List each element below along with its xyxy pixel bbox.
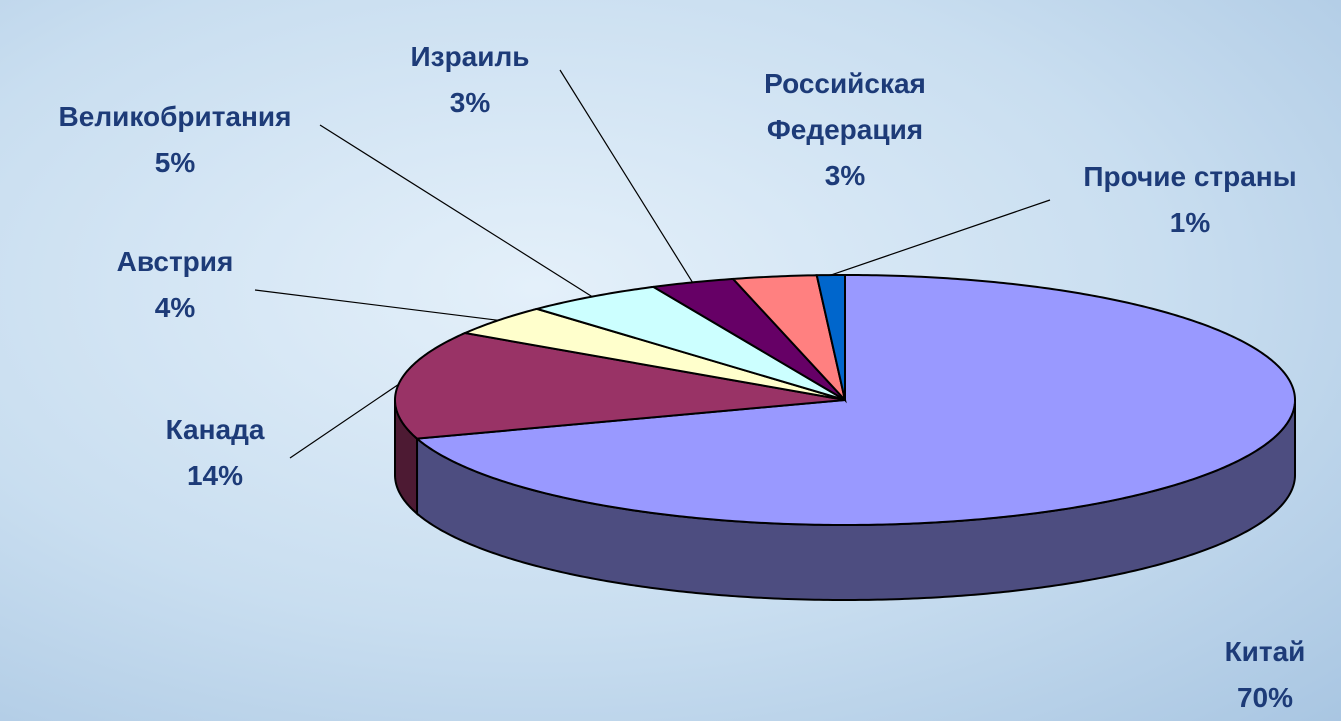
category-label: Китай bbox=[1224, 636, 1306, 667]
category-label: Израиль bbox=[410, 41, 530, 72]
slice-label: Израиль 3% bbox=[370, 34, 570, 126]
slice-label: Китай 70% bbox=[1165, 629, 1341, 721]
slice bbox=[650, 277, 846, 401]
slice-label: Прочие страны 1% bbox=[1020, 154, 1341, 246]
value-label: 1% bbox=[1169, 207, 1211, 238]
leader-line bbox=[559, 69, 694, 283]
leader-line bbox=[289, 383, 399, 459]
value-label: 4% bbox=[154, 292, 196, 323]
slice bbox=[414, 273, 1297, 527]
category-label: Великобритания bbox=[58, 101, 292, 132]
slice bbox=[815, 273, 846, 401]
leader-line bbox=[830, 199, 1051, 276]
value-label: 3% bbox=[824, 160, 866, 191]
value-label: 70% bbox=[1236, 682, 1294, 713]
slice bbox=[533, 285, 846, 401]
slice-label: Канада 14% bbox=[115, 407, 315, 499]
category-label: Прочие страны bbox=[1083, 161, 1297, 192]
leader-line bbox=[254, 289, 499, 321]
value-label: 14% bbox=[186, 460, 244, 491]
slice-label: Российская Федерация 3% bbox=[735, 61, 955, 199]
slice bbox=[730, 274, 847, 404]
value-label: 5% bbox=[154, 147, 196, 178]
leader-line bbox=[319, 124, 593, 298]
slice-label: Великобритания 5% bbox=[5, 94, 345, 186]
category-label: Российская Федерация bbox=[764, 68, 926, 145]
category-label: Канада bbox=[165, 414, 265, 445]
slice-label: Австрия 4% bbox=[75, 239, 275, 331]
value-label: 3% bbox=[449, 87, 491, 118]
category-label: Австрия bbox=[116, 246, 234, 277]
